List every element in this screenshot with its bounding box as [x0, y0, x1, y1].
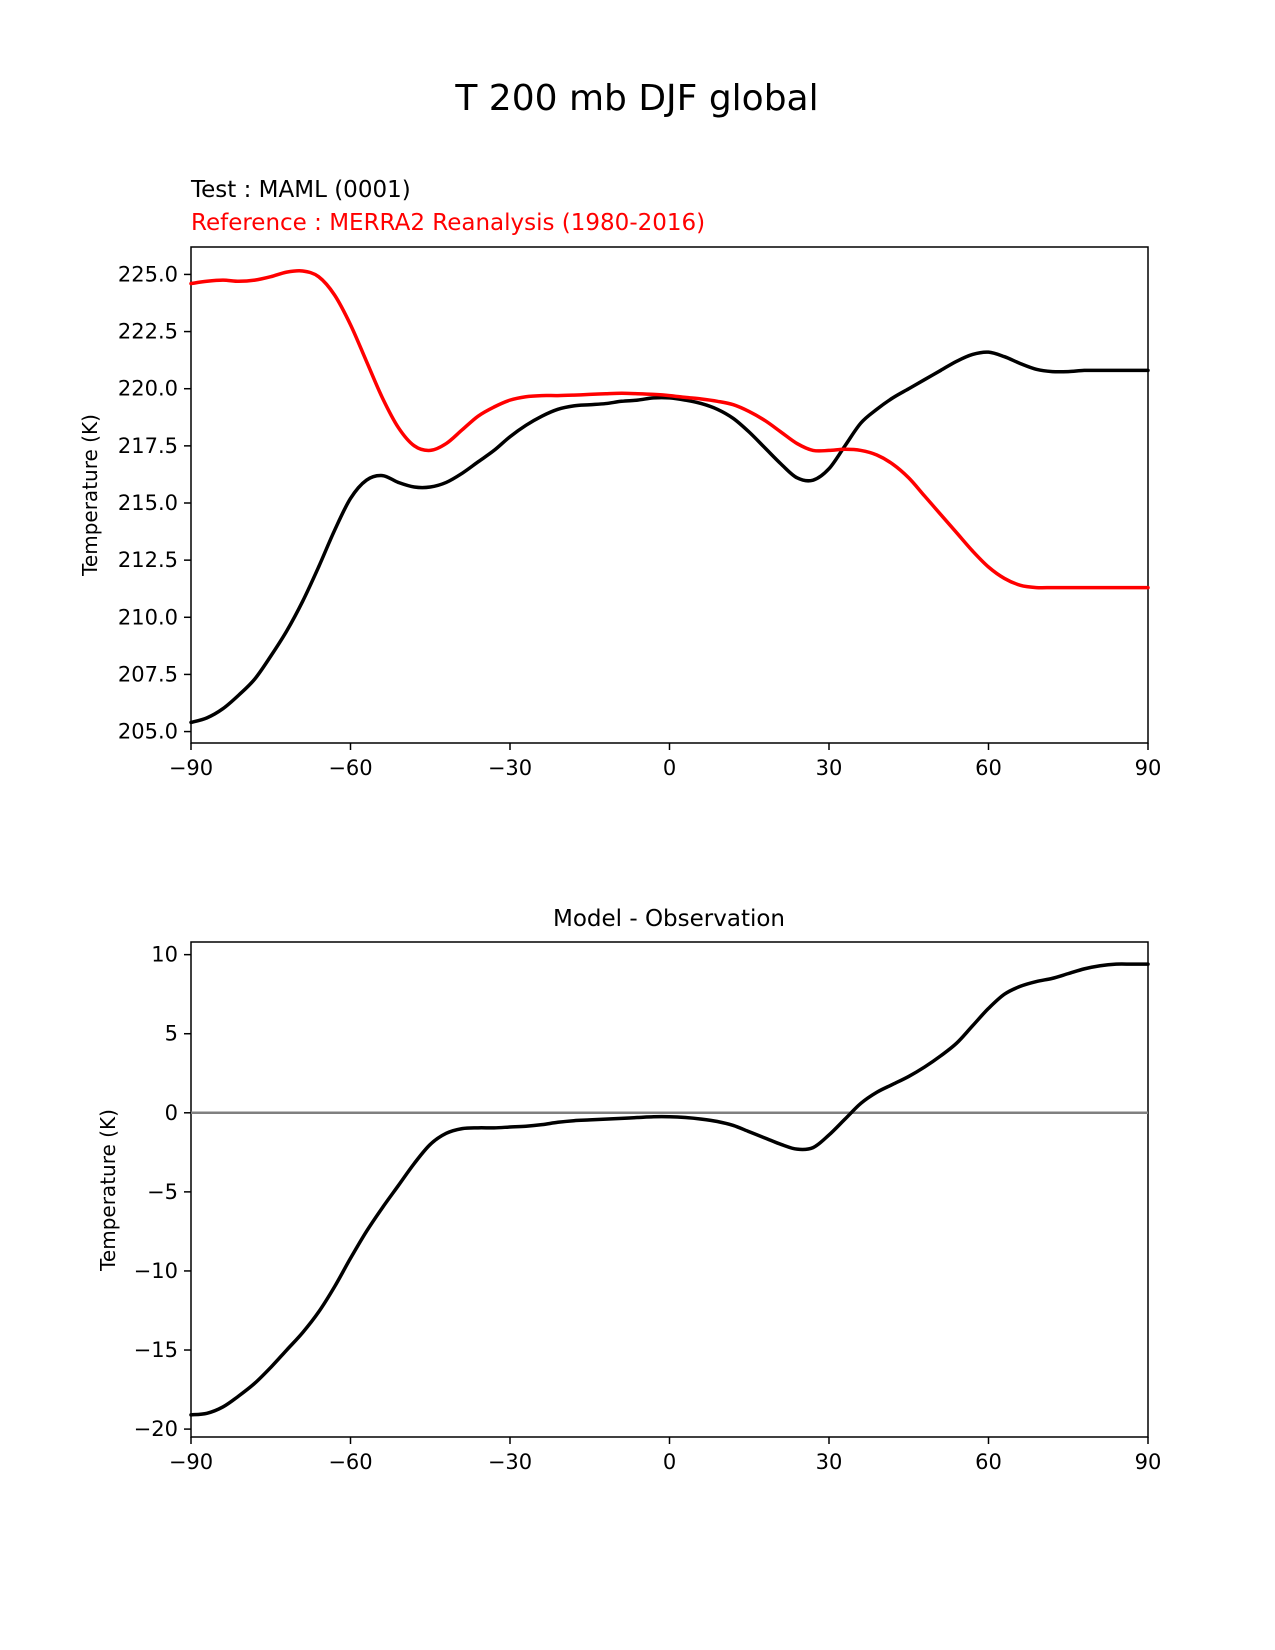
bottom-x-tick-label: 30 — [816, 1450, 843, 1474]
top-series-reference — [189, 268, 1150, 590]
bottom-y-tick-label: 5 — [165, 1022, 178, 1046]
top-x-tick-label: 30 — [816, 756, 843, 780]
top-x-tick-label: −30 — [488, 756, 532, 780]
top-y-tick-label: 220.0 — [118, 377, 178, 401]
bottom-x-tick-label: 0 — [663, 1450, 676, 1474]
bottom-x-tick-label: 90 — [1135, 1450, 1162, 1474]
top-y-tick-label: 222.5 — [118, 320, 178, 344]
top-plot-area — [190, 246, 1149, 744]
bottom-y-tick-label: 0 — [165, 1101, 178, 1125]
top-y-axis-label: Temperature (K) — [78, 414, 102, 577]
reference-label: Reference : MERRA2 Reanalysis (1980-2016… — [191, 210, 705, 236]
bottom-y-tick-label: −5 — [147, 1180, 178, 1204]
top-y-tick-label: 215.0 — [118, 491, 178, 515]
top-x-tick-label: 0 — [663, 756, 676, 780]
bottom-y-axis-label: Temperature (K) — [96, 1109, 120, 1272]
top-temperature-chart: −90 −60 −30 0 30 60 90 205.0 207.5 210.0 212.5 215… — [78, 246, 1162, 780]
bottom-y-tick-label: −10 — [134, 1259, 178, 1283]
bottom-y-tick-label: −15 — [134, 1338, 178, 1362]
top-y-tick-label: 225.0 — [118, 262, 178, 286]
top-y-tick-label: 212.5 — [118, 548, 178, 572]
top-series-test — [189, 350, 1150, 725]
bottom-x-tick-label: −90 — [169, 1450, 213, 1474]
bottom-chart-title: Model - Observation — [553, 906, 785, 932]
bottom-x-tick-label: −30 — [488, 1450, 532, 1474]
top-x-tick-label: −60 — [328, 756, 372, 780]
top-x-tick-label: −90 — [169, 756, 213, 780]
bottom-plot-area — [190, 941, 1149, 1438]
top-x-tick-label: 60 — [975, 756, 1002, 780]
bottom-series-model-observation — [189, 962, 1150, 1417]
top-y-tick-label: 205.0 — [118, 720, 178, 744]
bottom-x-tick-label: 60 — [975, 1450, 1002, 1474]
figure-title: T 200 mb DJF global — [454, 78, 818, 119]
top-y-tick-label: 217.5 — [118, 434, 178, 458]
bottom-y-tick-label: −20 — [134, 1417, 178, 1441]
difference-chart: −90 −60 −30 0 30 60 90 −20 −15 −10 −5 0 5 10 Tempera… — [96, 941, 1162, 1474]
top-y-tick-label: 207.5 — [118, 662, 178, 686]
top-x-tick-label: 90 — [1135, 756, 1162, 780]
bottom-y-tick-label: 10 — [151, 943, 178, 967]
test-label: Test : MAML (0001) — [190, 177, 411, 203]
top-y-tick-label: 210.0 — [118, 605, 178, 629]
bottom-x-tick-label: −60 — [328, 1450, 372, 1474]
